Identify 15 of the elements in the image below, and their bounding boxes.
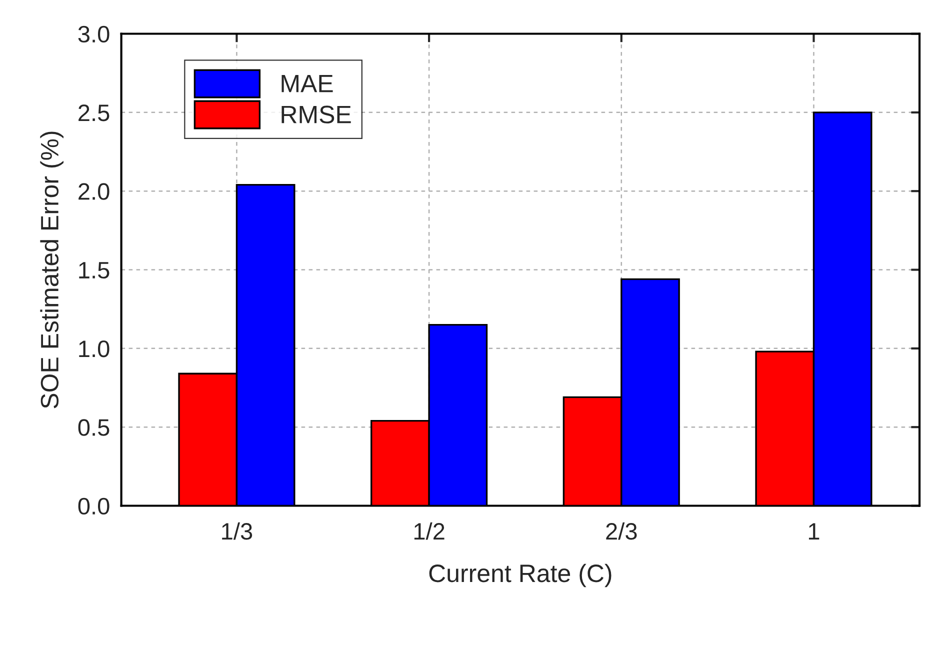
y-axis-title: SOE Estimated Error (%) [40,132,64,408]
y-tick-label: 1.0 [79,340,110,358]
y-tick-label: 1.5 [79,262,110,279]
x-tick-label: 1 [808,523,820,540]
x-tick-label: 1/2 [414,522,444,540]
y-tick-label: 3.0 [78,26,110,43]
legend-label: MAE [282,74,333,92]
x-tick-label: 2/3 [606,522,637,540]
x-axis-title: Current Rate (C) [429,564,612,588]
y-tick-label: 0.0 [78,498,110,515]
x-tick-label: 1/3 [222,522,252,540]
y-tick-label: 2.5 [78,104,110,122]
y-tick-label: 2.0 [78,183,110,200]
y-tick-label: 0.5 [78,419,110,436]
legend-label: RMSE [282,106,351,124]
